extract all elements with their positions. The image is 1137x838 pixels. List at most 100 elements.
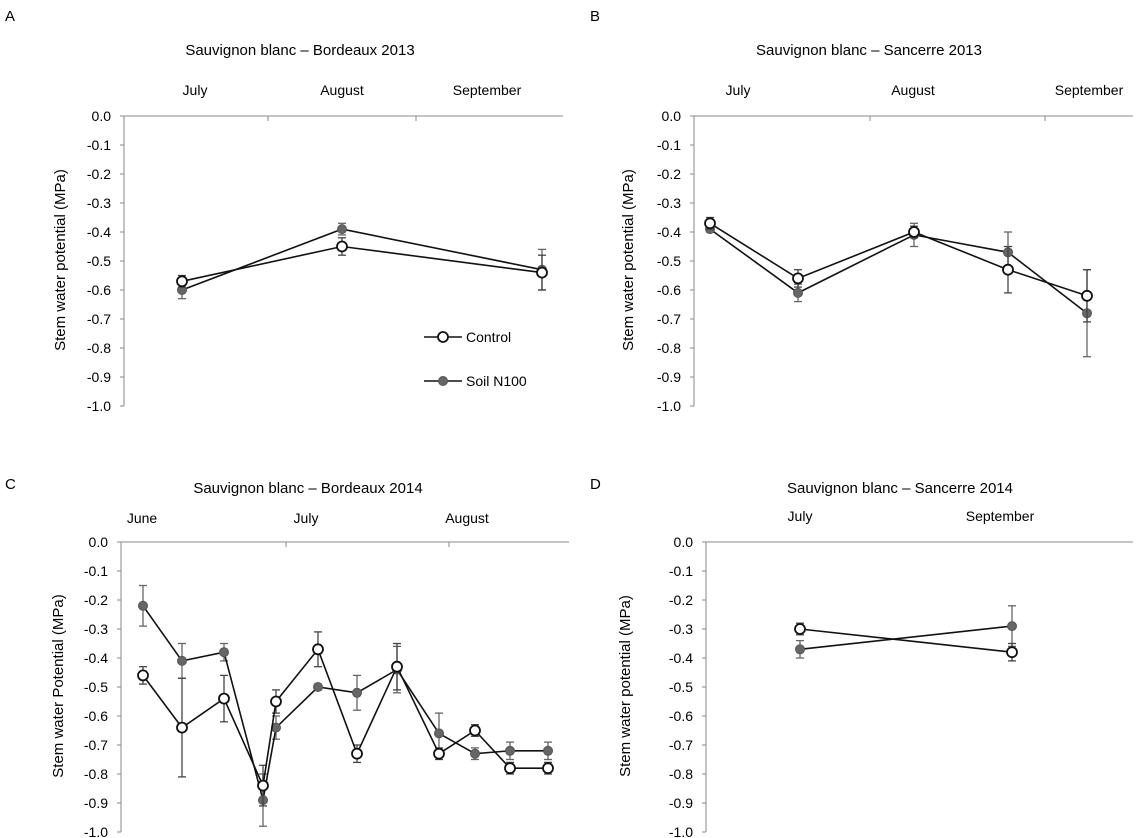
data-point-control [137, 669, 149, 682]
chart-panel-b: B Sauvignon blanc – Sancerre 2013 0.0 -0.1 -… [590, 8, 1133, 414]
series-control [704, 216, 1093, 323]
data-point-control [1006, 646, 1018, 659]
month-label: September [1055, 82, 1124, 98]
y-tick-label: -0.1 [87, 137, 111, 153]
data-point-control [908, 226, 920, 238]
y-tick-label: -0.4 [84, 650, 108, 666]
data-point-soil-n100 [470, 748, 480, 759]
data-point-control [351, 747, 363, 760]
chart-title: Sauvignon blanc – Sancerre 2013 [756, 42, 982, 59]
legend-marker-control [437, 331, 449, 343]
y-tick-label: -0.8 [87, 340, 111, 356]
data-point-soil-n100 [434, 728, 444, 739]
series-line-soil-n100 [799, 625, 1013, 651]
data-point-soil-n100 [313, 682, 323, 692]
y-tick-label: 0.0 [674, 534, 694, 550]
month-label: June [127, 510, 158, 526]
y-tick-label: -0.7 [669, 737, 693, 753]
y-tick-label: -0.4 [87, 224, 111, 240]
y-tick-label: -0.9 [657, 369, 681, 385]
y-tick-label: -0.9 [87, 369, 111, 385]
chart-title: Sauvignon blanc – Bordeaux 2014 [193, 480, 422, 497]
y-tick-label: -0.5 [87, 253, 111, 269]
month-label: July [294, 510, 319, 526]
y-tick-label: -0.3 [669, 621, 693, 637]
y-tick-label: -0.7 [87, 311, 111, 327]
series-control [794, 622, 1018, 662]
series-soil-n100 [138, 584, 553, 827]
y-tick-label: 0.0 [89, 534, 109, 550]
y-tick-label: -0.3 [84, 621, 108, 637]
y-tick-label: -0.5 [84, 679, 108, 695]
y-tick-label: -0.6 [657, 282, 681, 298]
month-label: September [453, 82, 522, 98]
series-soil-n100 [795, 605, 1017, 659]
data-point-control [704, 217, 716, 230]
series-line-soil-n100 [709, 228, 1088, 314]
data-point-control [794, 623, 806, 635]
y-tick-label: -0.2 [84, 592, 108, 608]
data-point-soil-n100 [795, 644, 805, 655]
y-tick-label: -1.0 [87, 398, 111, 414]
y-axis-label: Stem water potential (MPa) [617, 595, 634, 777]
y-tick-label: -0.7 [657, 311, 681, 327]
data-point-control [1002, 263, 1014, 276]
series-line-control [181, 245, 543, 283]
y-tick-label: -0.8 [669, 766, 693, 782]
data-point-control [792, 272, 804, 285]
data-point-control [536, 266, 548, 279]
data-point-control [312, 643, 324, 656]
legend: Control Soil N100 [424, 329, 527, 389]
chart-panel-c: C Sauvignon blanc – Bordeaux 2014 0.0 -0.1 -… [5, 476, 569, 838]
y-axis-label: Stem water potential (MPa) [620, 169, 637, 351]
chart-title: Sauvignon blanc – Bordeaux 2013 [185, 42, 414, 59]
legend-marker-soil-n100 [438, 376, 448, 386]
series-control [137, 631, 554, 807]
y-axis-label: Stem water Potential (MPa) [50, 594, 67, 777]
y-tick-label: -0.9 [669, 795, 693, 811]
data-point-soil-n100 [1007, 621, 1017, 632]
y-tick-label: -0.3 [87, 195, 111, 211]
legend-label-soil-n100: Soil N100 [466, 373, 527, 389]
data-point-soil-n100 [219, 647, 229, 658]
chart-panel-a: A Sauvignon blanc – Bordeaux 2013 0.0 -0.1 -… [5, 8, 563, 414]
month-label: August [891, 82, 935, 98]
month-label: September [966, 508, 1035, 524]
y-tick-label: -0.1 [669, 563, 693, 579]
panel-letter: C [5, 476, 16, 493]
y-tick-label: 0.0 [92, 108, 112, 124]
y-tick-label: -0.2 [669, 592, 693, 608]
chart-title: Sauvignon blanc – Sancerre 2014 [787, 480, 1013, 497]
data-point-control [218, 692, 230, 705]
y-tick-label: -0.4 [657, 224, 681, 240]
data-point-control [504, 762, 516, 775]
data-point-control [176, 275, 188, 288]
chart-panel-d: D Sauvignon blanc – Sancerre 2014 0.0 -0.1 -… [590, 476, 1133, 838]
month-label: July [183, 82, 208, 98]
y-tick-label: -1.0 [657, 398, 681, 414]
data-point-control [469, 724, 481, 737]
series-control [176, 237, 548, 291]
y-axis-label: Stem water potential (MPa) [52, 169, 69, 351]
y-tick-label: -0.5 [669, 679, 693, 695]
y-tick-label: -1.0 [669, 824, 693, 838]
data-point-control [176, 721, 188, 734]
y-tick-label: -0.7 [84, 737, 108, 753]
y-tick-label: -0.3 [657, 195, 681, 211]
data-point-control [1081, 289, 1093, 302]
series-line-soil-n100 [142, 605, 548, 801]
legend-label-control: Control [466, 329, 511, 345]
series-line-control [799, 628, 1013, 653]
data-point-soil-n100 [352, 687, 362, 698]
y-tick-label: -0.4 [669, 650, 693, 666]
series-line-control [709, 222, 1088, 297]
data-point-soil-n100 [177, 655, 187, 666]
data-point-soil-n100 [505, 745, 515, 756]
y-tick-label: -0.2 [87, 166, 111, 182]
series-line-soil-n100 [181, 228, 543, 291]
data-point-control [336, 240, 348, 253]
y-tick-label: -0.8 [657, 340, 681, 356]
series-line-control [142, 647, 548, 789]
data-point-soil-n100 [337, 224, 347, 235]
